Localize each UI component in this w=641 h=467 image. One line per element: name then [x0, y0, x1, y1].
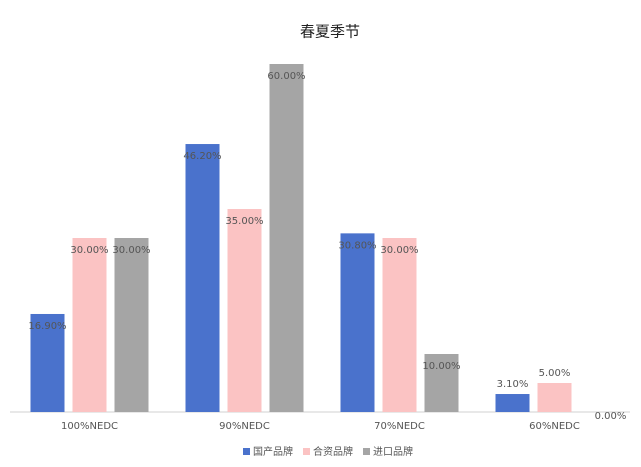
bar — [495, 394, 530, 412]
bar — [227, 209, 262, 412]
bar — [537, 383, 572, 412]
bar — [340, 233, 375, 412]
legend-label: 进口品牌 — [373, 445, 413, 458]
value-label: 35.00% — [225, 216, 263, 227]
value-label: 46.20% — [183, 151, 221, 162]
legend-swatch — [303, 448, 310, 455]
value-label: 30.80% — [338, 240, 376, 251]
x-tick-label: 90%NEDC — [219, 421, 270, 432]
bar — [382, 238, 417, 412]
legend-swatch — [243, 448, 250, 455]
value-label: 16.90% — [28, 321, 66, 332]
x-tick-label: 100%NEDC — [61, 421, 118, 432]
value-label: 30.00% — [112, 245, 150, 256]
value-label: 0.00% — [595, 411, 627, 422]
value-label: 10.00% — [422, 361, 460, 372]
value-label: 3.10% — [497, 379, 529, 390]
bar — [72, 238, 107, 412]
legend-label: 国产品牌 — [253, 445, 293, 458]
bar — [30, 313, 65, 412]
x-tick-label: 70%NEDC — [374, 421, 425, 432]
bar — [424, 354, 459, 412]
bar — [185, 144, 220, 413]
value-label: 60.00% — [267, 71, 305, 82]
bar — [269, 64, 304, 412]
value-label: 30.00% — [380, 245, 418, 256]
bar — [114, 238, 149, 412]
legend-swatch — [363, 448, 370, 455]
x-tick-label: 60%NEDC — [529, 421, 580, 432]
value-label: 30.00% — [70, 245, 108, 256]
chart-title: 春夏季节 — [300, 23, 360, 41]
legend-label: 合资品牌 — [313, 445, 353, 458]
value-label: 5.00% — [539, 368, 571, 379]
